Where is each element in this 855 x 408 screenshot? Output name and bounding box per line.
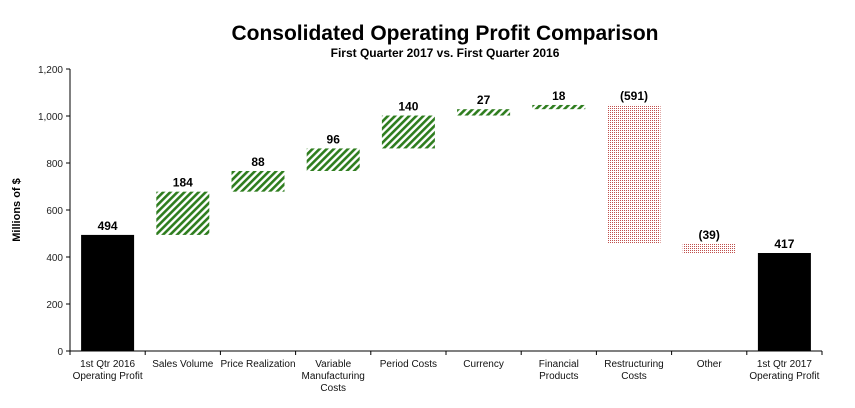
x-tick-label: Products: [539, 371, 578, 382]
data-label: 27: [477, 93, 491, 107]
chart-title: Consolidated Operating Profit Comparison: [231, 22, 658, 45]
y-tick-label: 0: [57, 347, 63, 358]
data-label: 18: [552, 89, 566, 103]
data-label: 88: [251, 155, 265, 169]
x-tick-label: Operating Profit: [73, 371, 143, 382]
x-tick-label: Costs: [320, 383, 346, 394]
data-label: 140: [398, 100, 418, 114]
y-tick-label: 1,000: [38, 112, 63, 123]
x-tick-label: Price Realization: [220, 359, 295, 370]
data-label: 417: [774, 237, 794, 251]
x-tick-label: Other: [697, 359, 723, 370]
data-label: (591): [620, 89, 648, 103]
y-tick-label: 1,200: [38, 65, 63, 76]
increase-bar: [156, 191, 210, 235]
total-bar: [757, 253, 811, 351]
x-tick-label: Operating Profit: [749, 371, 819, 382]
y-axis-label: Millions of $: [11, 178, 23, 242]
increase-bar: [381, 115, 435, 149]
chart-subtitle: First Quarter 2017 vs. First Quarter 201…: [331, 46, 560, 60]
y-tick-label: 800: [46, 159, 63, 170]
y-tick-label: 200: [46, 300, 63, 311]
decrease-bar: [607, 104, 661, 244]
x-tick-label: Period Costs: [380, 359, 437, 370]
x-tick-label: Currency: [463, 359, 504, 370]
increase-bar: [306, 148, 360, 171]
x-tick-label: 1st Qtr 2016: [80, 359, 135, 370]
x-tick-label: 1st Qtr 2017: [757, 359, 812, 370]
decrease-bar: [682, 243, 736, 254]
x-tick-label: Manufacturing: [302, 371, 365, 382]
x-tick-label: Financial: [539, 359, 579, 370]
data-label: 184: [173, 176, 193, 190]
x-tick-label: Sales Volume: [152, 359, 214, 370]
data-label: (39): [699, 228, 720, 242]
y-tick-label: 400: [46, 253, 63, 264]
x-tick-label: Variable: [315, 359, 351, 370]
x-tick-label: Costs: [621, 371, 647, 382]
data-label: 96: [327, 132, 341, 146]
increase-bar: [457, 109, 511, 116]
y-tick-label: 600: [46, 206, 63, 217]
increase-bar: [231, 170, 285, 192]
total-bar: [81, 234, 135, 351]
increase-bar: [532, 104, 586, 110]
x-tick-label: Restructuring: [604, 359, 663, 370]
data-label: 494: [98, 219, 118, 233]
